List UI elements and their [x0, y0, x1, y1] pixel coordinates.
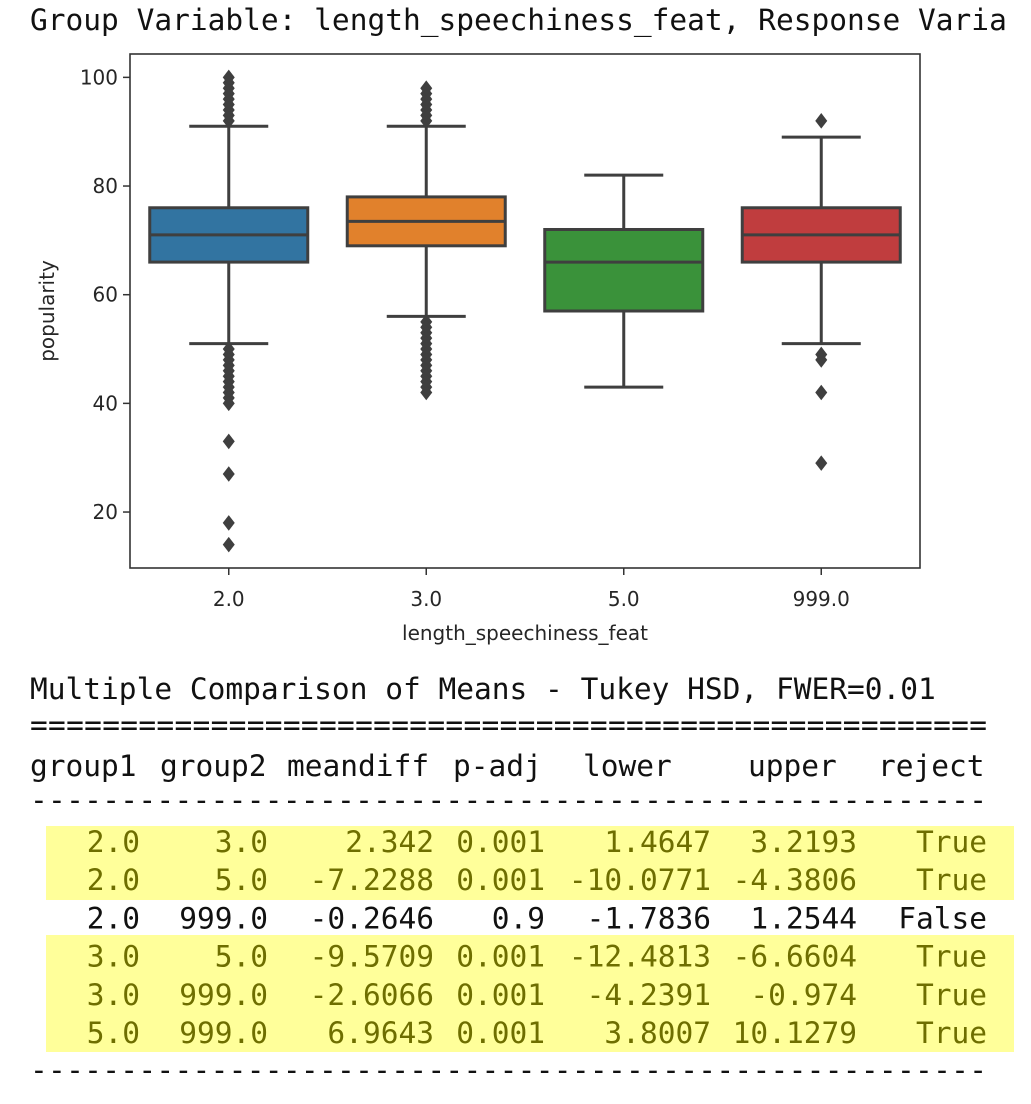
table-cell: 0.9	[492, 901, 545, 935]
outlier	[222, 466, 235, 482]
header-title: Group Variable: length_speechiness_feat,…	[30, 3, 1007, 38]
table-cell: -9.5709	[310, 940, 434, 974]
table-cell: 2.0	[87, 901, 140, 935]
outlier	[420, 384, 433, 401]
table-cell: 0.001	[456, 863, 545, 897]
y-tick-label: 20	[93, 500, 118, 524]
table-cell: -6.6604	[733, 940, 857, 974]
table-cell: -12.4813	[569, 940, 711, 974]
outlier	[815, 384, 828, 401]
x-tick-label: 3.0	[410, 587, 442, 611]
table-rule: ----------------------------------------…	[30, 783, 987, 817]
outlier	[815, 113, 828, 129]
outlier	[222, 69, 235, 86]
table-cell: 0.001	[456, 1016, 545, 1050]
table-cell: 2.0	[87, 863, 140, 897]
column-header: upper	[748, 749, 837, 783]
table-cell: 1.2544	[750, 901, 857, 935]
outlier	[420, 80, 433, 97]
x-tick-label: 5.0	[608, 587, 640, 611]
table-cell: 5.0	[87, 1016, 140, 1050]
outlier	[222, 433, 235, 450]
table-cell: -2.6066	[310, 978, 434, 1012]
table-cell: 3.0	[87, 978, 140, 1012]
table-cell: 6.9643	[327, 1016, 434, 1050]
x-tick-label: 2.0	[213, 587, 245, 611]
table-cell: False	[898, 901, 987, 935]
y-tick-label: 60	[93, 283, 118, 307]
outlier	[222, 395, 235, 412]
table-rule: ----------------------------------------…	[30, 1053, 987, 1087]
table-cell: -1.7836	[587, 901, 711, 935]
table-cell: 2.0	[87, 825, 140, 859]
table-cell: 5.0	[215, 863, 268, 897]
y-axis-label: popularity	[35, 260, 59, 362]
x-tick-label: 999.0	[793, 587, 850, 611]
table-cell: -10.0771	[569, 863, 711, 897]
table-cell: 2.342	[345, 825, 434, 859]
table-cell: True	[916, 978, 987, 1012]
table-cell: True	[916, 1016, 987, 1050]
table-cell: 3.0	[87, 940, 140, 974]
box	[543, 227, 705, 313]
table-cell: 0.001	[456, 978, 545, 1012]
column-header: group1	[30, 749, 137, 783]
table-cell: -0.974	[750, 978, 857, 1012]
column-header: reject	[878, 749, 985, 783]
table-cell: -4.2391	[587, 978, 711, 1012]
table-cell: 5.0	[215, 940, 268, 974]
table-cell: 999.0	[179, 1016, 268, 1050]
outlier	[222, 515, 235, 531]
table-cell: True	[916, 940, 987, 974]
row-highlight	[46, 826, 1014, 900]
table-cell: 10.1279	[733, 1016, 857, 1050]
y-tick-label: 40	[93, 391, 118, 415]
table-cell: -4.3806	[733, 863, 857, 897]
table-cell: 0.001	[456, 940, 545, 974]
table-cell: 999.0	[179, 901, 268, 935]
table-rule: ========================================…	[30, 708, 987, 742]
table-cell: 999.0	[179, 978, 268, 1012]
column-header: lower	[583, 749, 672, 783]
x-axis-label: length_speechiness_feat	[402, 621, 648, 645]
y-tick-label: 100	[80, 65, 118, 89]
column-header: group2	[160, 749, 267, 783]
table-cell: -7.2288	[310, 863, 434, 897]
table-cell: -0.2646	[310, 901, 434, 935]
y-tick-label: 80	[93, 174, 118, 198]
row-highlight	[46, 935, 1014, 1052]
table-cell: 3.0	[215, 825, 268, 859]
table-cell: 0.001	[456, 825, 545, 859]
table-cell: 3.2193	[750, 825, 857, 859]
column-header: meandiff	[287, 749, 429, 783]
table-cell: 3.8007	[604, 1016, 711, 1050]
table-title: Multiple Comparison of Means - Tukey HSD…	[30, 672, 936, 706]
plot-area: 20 40 60 80 100 2.0 3.0 5.0 999.0	[80, 65, 902, 611]
table-cell: True	[916, 825, 987, 859]
plot-frame	[129, 53, 921, 569]
column-header: p-adj	[453, 749, 542, 783]
outlier	[222, 536, 235, 553]
table-cell: True	[916, 863, 987, 897]
table-body: 2.0 3.0 2.342 0.001 1.4647 3.2193 True 2.0 5.0 -7…	[87, 825, 987, 1050]
outlier	[815, 352, 828, 368]
table-cell: 1.4647	[604, 825, 711, 859]
outlier	[815, 455, 828, 471]
